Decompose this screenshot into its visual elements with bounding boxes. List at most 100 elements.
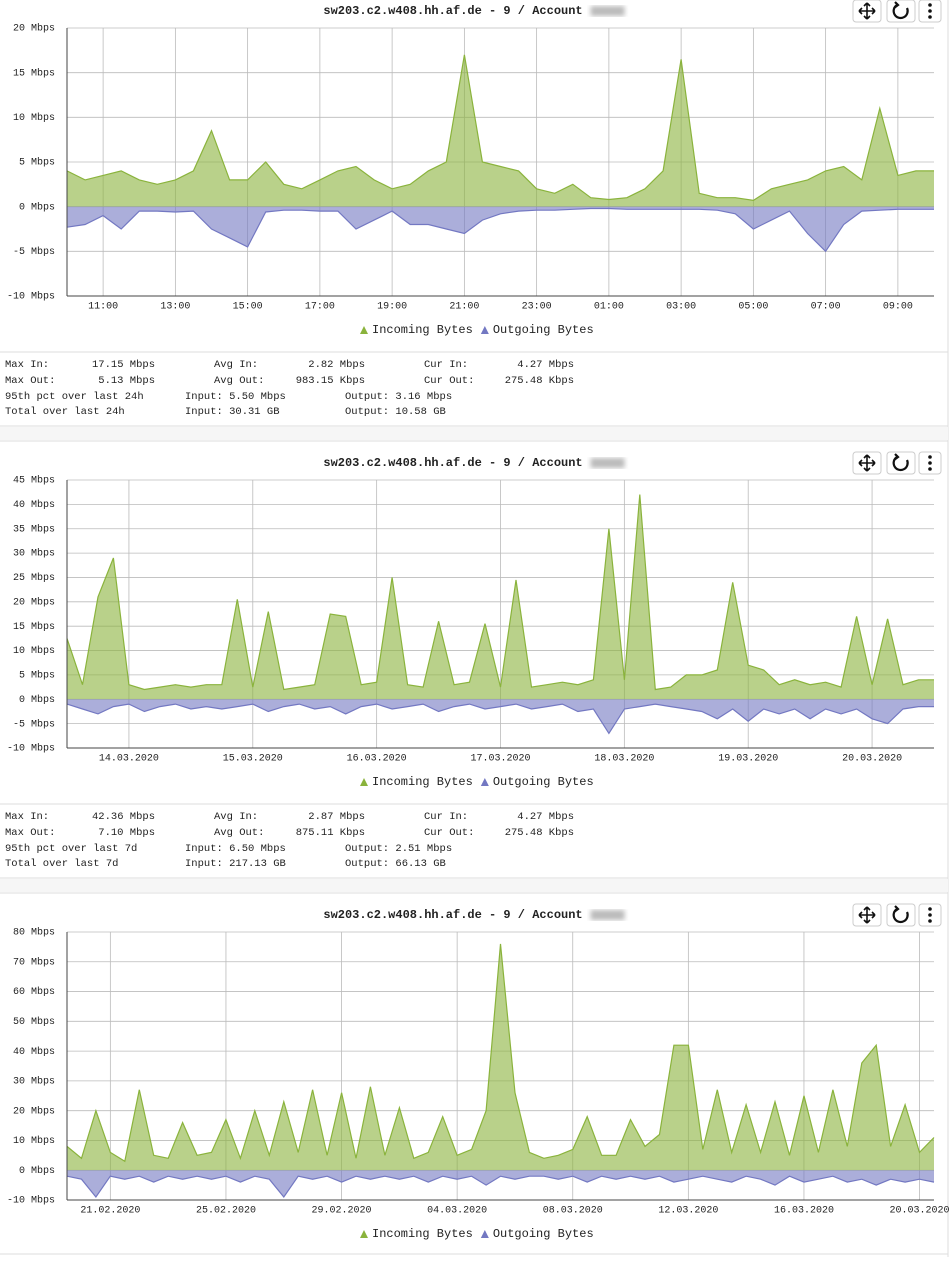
y-tick-label: -10 Mbps (7, 291, 55, 303)
x-tick-label: 18.03.2020 (594, 754, 654, 765)
stat-text: Cur Out: (424, 375, 474, 387)
area-line (66, 703, 934, 735)
legend-label: Outgoing Bytes (493, 323, 594, 337)
y-tick-label: 35 Mbps (13, 523, 55, 535)
legend-marker (360, 778, 368, 786)
area-line (66, 54, 934, 202)
panel-gap (0, 427, 948, 440)
move-button[interactable] (852, 903, 882, 927)
button-frame (886, 903, 916, 927)
area (67, 699, 934, 734)
area (67, 943, 934, 1171)
area-line (66, 1175, 935, 1199)
stat-text: 875.11 Kbps (296, 827, 365, 839)
stat-text: Max Out: (5, 827, 55, 839)
stat-text: Output: 3.16 Mbps (345, 391, 452, 403)
button-frame (886, 451, 916, 475)
y-tick-label: 0 Mbps (19, 1165, 55, 1177)
y-tick-label: 45 Mbps (13, 475, 55, 487)
legend-marker (480, 778, 489, 786)
stat-text: Output: 66.13 GB (345, 858, 446, 870)
legend-marker (360, 1230, 368, 1238)
y-tick-label: 10 Mbps (13, 645, 55, 657)
x-tick-label: 11:00 (88, 302, 118, 313)
refresh-button[interactable] (886, 903, 916, 927)
menu-dot (928, 15, 932, 19)
menu-dot (928, 913, 932, 917)
x-tick-label: 20.03.2020 (842, 754, 902, 765)
legend-marker (360, 326, 368, 334)
stat-text: Cur Out: (424, 827, 474, 839)
stat-text: Avg Out: (214, 375, 264, 387)
legend-label: Incoming Bytes (372, 323, 473, 337)
x-tick-label: 16.03.2020 (774, 1206, 834, 1217)
legend-label: Incoming Bytes (372, 775, 473, 789)
x-tick-label: 19.03.2020 (718, 754, 778, 765)
x-tick-label: 15.03.2020 (223, 754, 283, 765)
legend-marker (480, 326, 489, 334)
y-tick-label: 20 Mbps (13, 596, 55, 608)
stat-text: Cur In: (424, 811, 468, 823)
stat-text: Max Out: (5, 375, 55, 387)
legend-marker (480, 1230, 489, 1238)
menu-dot (928, 467, 932, 471)
redacted-name (590, 910, 625, 920)
stat-text: Max In: (5, 811, 49, 823)
menu-button[interactable] (918, 451, 942, 475)
stat-text: Total over last 24h (5, 406, 125, 418)
y-tick-label: 60 Mbps (13, 986, 55, 998)
stat-text: 5.13 Mbps (98, 375, 155, 387)
button-frame (886, 0, 916, 23)
move-icon (858, 454, 876, 472)
y-tick-label: 0 Mbps (19, 201, 55, 213)
x-tick-label: 09:00 (883, 302, 913, 313)
refresh-button[interactable] (886, 0, 916, 23)
stat-text: 275.48 Kbps (505, 827, 574, 839)
stat-text: 2.82 Mbps (308, 359, 365, 371)
area-line (66, 494, 934, 691)
stat-text: 275.48 Kbps (505, 375, 574, 387)
y-tick-label: 20 Mbps (13, 23, 55, 35)
y-tick-label: 15 Mbps (13, 621, 55, 633)
menu-button[interactable] (918, 903, 942, 927)
chart-title: sw203.c2.w408.hh.af.de - 9 / Account (323, 4, 582, 18)
y-tick-label: 20 Mbps (13, 1105, 55, 1117)
refresh-icon (892, 905, 909, 924)
x-tick-label: 20.03.2020 (890, 1206, 950, 1217)
stat-text: 4.27 Mbps (517, 811, 574, 823)
x-tick-label: 13:00 (160, 302, 190, 313)
area (67, 1170, 934, 1197)
stat-text: 4.27 Mbps (517, 359, 574, 371)
refresh-button[interactable] (886, 451, 916, 475)
move-button[interactable] (852, 0, 882, 23)
x-tick-label: 07:00 (811, 302, 841, 313)
stat-text: 17.15 Mbps (92, 359, 155, 371)
stat-text: 983.15 Kbps (296, 375, 365, 387)
area (67, 54, 934, 207)
panel-gap (0, 879, 948, 892)
x-tick-label: 25.02.2020 (196, 1206, 256, 1217)
chart-title: sw203.c2.w408.hh.af.de - 9 / Account (323, 456, 582, 470)
x-tick-label: 08.03.2020 (543, 1206, 603, 1217)
x-tick-label: 01:00 (594, 302, 624, 313)
stat-text: Avg Out: (214, 827, 264, 839)
y-tick-label: 5 Mbps (19, 157, 55, 169)
stat-text: Input: 5.50 Mbps (185, 391, 286, 403)
x-tick-label: 04.03.2020 (427, 1206, 487, 1217)
x-tick-label: 12.03.2020 (658, 1206, 718, 1217)
y-tick-label: 70 Mbps (13, 956, 55, 968)
y-tick-label: -10 Mbps (7, 743, 55, 755)
stat-text: Input: 217.13 GB (185, 858, 286, 870)
stat-text: 42.36 Mbps (92, 811, 155, 823)
move-button[interactable] (852, 451, 882, 475)
move-icon (858, 906, 876, 924)
x-tick-label: 14.03.2020 (99, 754, 159, 765)
area (67, 206, 934, 252)
y-tick-label: -5 Mbps (13, 718, 55, 730)
y-tick-label: 40 Mbps (13, 1046, 55, 1058)
menu-button[interactable] (918, 0, 942, 23)
y-tick-label: 50 Mbps (13, 1016, 55, 1028)
menu-dot (928, 461, 932, 465)
